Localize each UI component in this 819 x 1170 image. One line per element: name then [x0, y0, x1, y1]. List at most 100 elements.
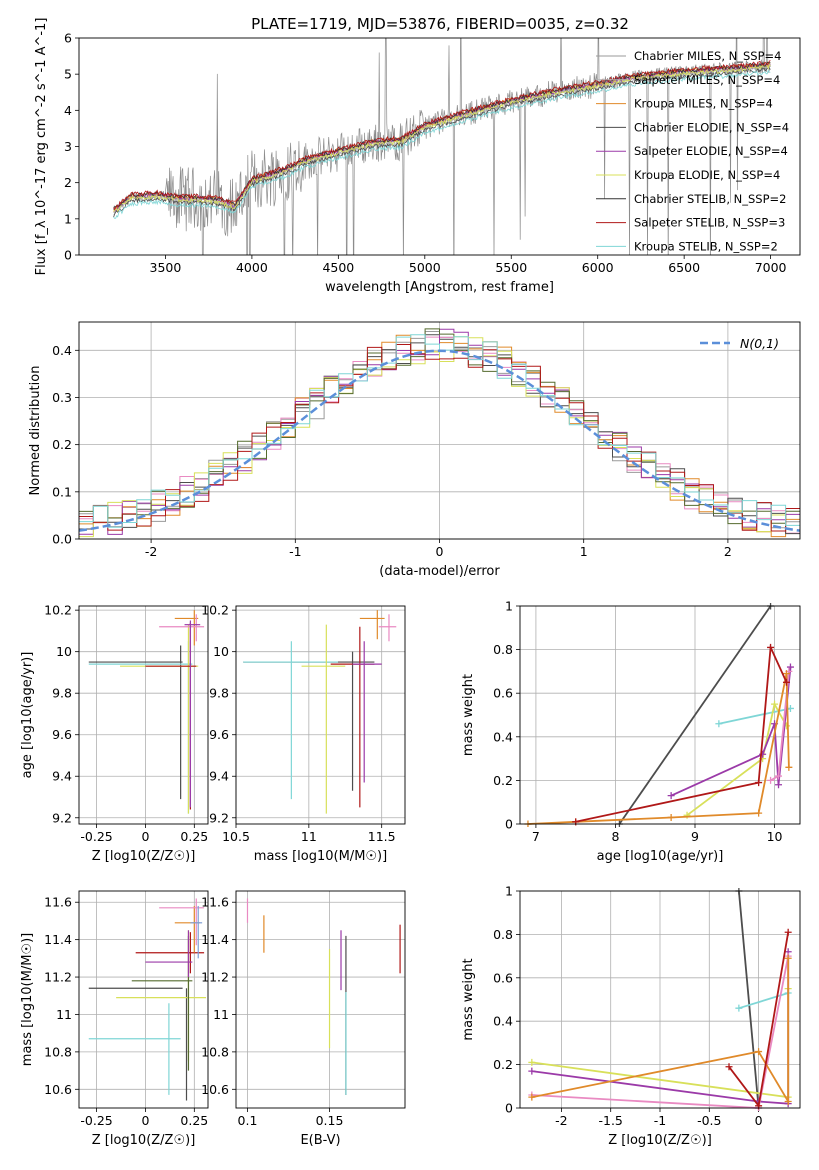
weight-marker — [785, 763, 793, 771]
x-tick-label: 0.15 — [316, 1113, 344, 1128]
y-axis-label: Flux [f_λ 10^-17 erg cm^-2 s^-1 A^-1] — [34, 18, 49, 276]
y-tick-label: 1 — [505, 599, 513, 614]
y-tick-label: 0.1 — [52, 484, 72, 499]
figure-title: PLATE=1719, MJD=53876, FIBERID=0035, z=0… — [251, 15, 629, 33]
legend-label: N(0,1) — [740, 336, 779, 351]
y-tick-label: 1 — [505, 884, 513, 899]
weight-line — [531, 958, 790, 1105]
model-line — [113, 69, 771, 219]
weight-line — [738, 890, 760, 1109]
model-line — [113, 59, 771, 211]
y-tick-label: 0.6 — [493, 970, 513, 985]
legend-label: Kroupa MILES, N_SSP=4 — [634, 97, 773, 111]
x-tick-label: -2 — [555, 1113, 567, 1128]
x-tick-label: 0.1 — [238, 1113, 258, 1128]
y-tick-label: 9.2 — [209, 810, 229, 825]
axes-frame — [78, 321, 801, 540]
y-tick-label: 0.8 — [493, 642, 513, 657]
spectrum-chart: 3500 4000 4500 5000 5500 6000 6500 7000 0 1 2 3 4 5 6 w… — [34, 18, 801, 295]
plot-area — [113, 38, 771, 255]
weight-line — [575, 643, 788, 823]
x-tick-label: -0.25 — [80, 829, 112, 844]
x-tick-label: 4000 — [236, 260, 268, 275]
y-tick-label: 11.6 — [44, 895, 72, 910]
y-tick-label: 10 — [56, 644, 72, 659]
weight-line — [527, 673, 790, 825]
axes-frame — [78, 890, 209, 1109]
x-axis-label: (data-model)/error — [379, 564, 500, 579]
x-tick-label: -0.5 — [697, 1113, 721, 1128]
legend-label: Salpeter MILES, N_SSP=4 — [634, 73, 780, 87]
legend-label: Chabrier ELODIE, N_SSP=4 — [634, 120, 789, 134]
x-axis-label: age [log10(age/yr)] — [597, 849, 724, 864]
y-tick-label: 0.2 — [493, 1057, 513, 1072]
legend-label: Kroupa ELODIE, N_SSP=4 — [634, 168, 780, 182]
y-tick-label: 0.6 — [493, 686, 513, 701]
x-tick-label: -1 — [654, 1113, 666, 1128]
x-axis-label: E(B-V) — [300, 1133, 340, 1148]
plot-area — [88, 898, 207, 1101]
axes-frame — [235, 890, 406, 1109]
axes-frame — [519, 605, 801, 825]
histogram-step — [79, 344, 800, 532]
y-tick-label: 9.4 — [209, 769, 229, 784]
histogram-step — [79, 328, 800, 525]
plot-area — [528, 888, 792, 1111]
y-axis-label: mass [log10(M/M☉)] — [20, 933, 35, 1066]
weight-marker — [775, 781, 783, 789]
weight-marker — [735, 1004, 743, 1012]
model-line — [113, 60, 771, 209]
normal-reference-curve — [79, 349, 800, 532]
x-tick-label: 0 — [436, 544, 444, 559]
x-tick-label: 9 — [691, 829, 699, 844]
y-tick-label: 0.4 — [52, 343, 72, 358]
z-mass-chart: -0.25 0 0.25 10.6 10.8 11 11.2 11.4 11.6 Z [log10… — [20, 890, 209, 1148]
x-tick-label: 2 — [724, 544, 732, 559]
weight-marker — [786, 663, 794, 671]
y-tick-label: 6 — [64, 31, 72, 46]
y-tick-label: 10.6 — [201, 1082, 229, 1097]
weight-marker — [725, 1063, 733, 1071]
weight-marker — [528, 1067, 536, 1075]
y-tick-label: 0 — [505, 1101, 513, 1116]
x-tick-label: 6500 — [668, 260, 700, 275]
x-axis-label: Z [log10(Z/Z☉)] — [92, 849, 196, 864]
y-tick-label: 10.8 — [44, 1044, 72, 1059]
y-tick-label: 10.6 — [44, 1082, 72, 1097]
model-line — [113, 66, 771, 218]
y-tick-label: 0.0 — [52, 532, 72, 547]
weight-marker — [667, 813, 675, 821]
weight-marker — [782, 670, 790, 678]
y-tick-label: 0.2 — [493, 773, 513, 788]
x-tick-label: 7 — [532, 829, 540, 844]
y-tick-label: 0 — [505, 817, 513, 832]
histogram-step — [79, 334, 800, 528]
y-tick-label: 0.2 — [52, 437, 72, 452]
x-axis-label: Z [log10(Z/Z☉)] — [92, 1133, 196, 1148]
legend-label: Kroupa STELIB, N_SSP=2 — [634, 239, 778, 253]
y-tick-label: 9.8 — [52, 686, 72, 701]
weight-line — [686, 701, 788, 817]
y-tick-label: 11.4 — [201, 932, 229, 947]
x-tick-label: 3500 — [150, 260, 182, 275]
y-tick-label: 9.8 — [209, 686, 229, 701]
y-tick-label: 3 — [64, 139, 72, 154]
plot-area — [524, 603, 794, 827]
x-tick-label: 1 — [580, 544, 588, 559]
y-tick-label: 1 — [64, 211, 72, 226]
axes-frame — [235, 605, 406, 825]
x-tick-label: 10 — [767, 829, 783, 844]
legend-label: Chabrier STELIB, N_SSP=2 — [634, 192, 786, 206]
x-tick-label: 5000 — [409, 260, 441, 275]
plot-area — [243, 610, 397, 814]
y-tick-label: 11 — [56, 1007, 72, 1022]
x-axis-label: wavelength [Angstrom, rest frame] — [325, 280, 554, 295]
y-tick-label: 4 — [64, 103, 72, 118]
weight-marker — [755, 809, 763, 817]
legend-label: Salpeter STELIB, N_SSP=3 — [634, 216, 785, 230]
x-tick-label: 8 — [611, 829, 619, 844]
x-tick-label: 7000 — [755, 260, 787, 275]
y-axis-label: age [log10(age/yr)] — [20, 652, 35, 779]
y-axis-label: Normed distribution — [28, 366, 43, 496]
